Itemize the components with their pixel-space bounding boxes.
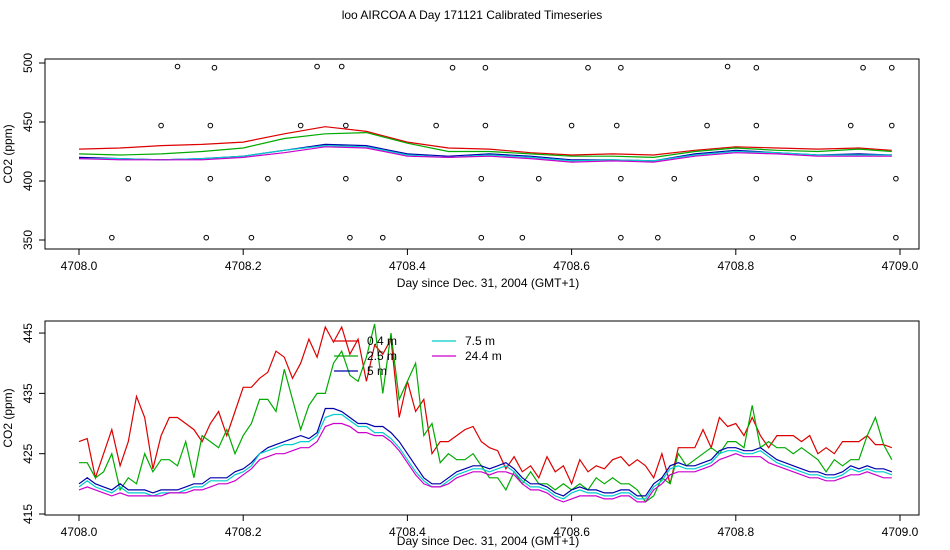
- bottom-series-lines: [78, 323, 893, 503]
- outlier-point: [618, 64, 624, 71]
- outlier-point: [433, 122, 439, 129]
- outlier-point: [207, 175, 214, 182]
- top-series-line-0-4-m: [78, 126, 892, 156]
- outlier-point: [888, 122, 895, 129]
- bottom-y-axis: 415 425 435 445: [21, 323, 45, 524]
- outlier-point: [613, 122, 620, 129]
- outlier-point: [618, 175, 624, 182]
- bottom-plot-frame: [44, 320, 920, 516]
- outlier-point: [790, 234, 797, 241]
- outlier-point: [618, 234, 624, 241]
- bottom-x-axis-title: Day since Dec. 31, 2004 (GMT+1): [397, 534, 579, 548]
- bottom-y-tick-label: 445: [21, 323, 35, 343]
- top-y-tick-label: 450: [21, 112, 35, 132]
- outlier-point: [704, 122, 710, 129]
- outlier-point: [347, 234, 353, 241]
- bottom-panel: 4708.0 4708.2 4708.4 4708.6 4708.8 4709.0 415…: [1, 320, 920, 548]
- bottom-series-line-24-4-m: [78, 422, 892, 503]
- outlier-point: [655, 234, 661, 241]
- top-series-line-24-4-m: [78, 146, 892, 163]
- outlier-point: [482, 122, 489, 129]
- outlier-point: [806, 175, 813, 182]
- bottom-x-tick-label: 4708.0: [61, 525, 98, 539]
- legend-label: 24.4 m: [465, 349, 502, 363]
- top-outlier-points: [109, 63, 899, 241]
- outlier-point: [343, 122, 349, 129]
- outlier-point: [379, 234, 386, 241]
- outlier-point: [211, 64, 218, 71]
- bottom-y-tick-label: 435: [21, 383, 35, 403]
- outlier-point: [265, 175, 271, 182]
- top-plot-frame: [44, 58, 920, 250]
- outlier-point: [749, 234, 756, 241]
- top-y-tick-label: 400: [21, 171, 35, 191]
- outlier-point: [519, 234, 526, 241]
- top-y-axis: 350 400 450 500: [21, 53, 45, 250]
- outlier-point: [343, 175, 349, 182]
- bottom-x-tick-label: 4709.0: [882, 525, 919, 539]
- outlier-point: [109, 234, 115, 241]
- outlier-point: [671, 175, 678, 182]
- outlier-point: [753, 122, 760, 129]
- outlier-point: [203, 234, 210, 241]
- outlier-point: [207, 122, 214, 129]
- top-panel: 4708.0 4708.2 4708.4 4708.6 4708.8 4709.0 350…: [1, 53, 920, 290]
- top-x-tick-label: 4708.4: [389, 259, 426, 273]
- outlier-point: [396, 175, 402, 182]
- bottom-y-axis-title: CO2 (ppm): [1, 388, 15, 447]
- outlier-point: [888, 64, 895, 71]
- top-series-line-2-5-m: [78, 131, 892, 159]
- outlier-point: [297, 122, 304, 129]
- outlier-point: [125, 175, 132, 182]
- outlier-point: [478, 175, 485, 182]
- top-x-tick-label: 4709.0: [882, 259, 919, 273]
- outlier-point: [535, 175, 542, 182]
- outlier-point: [338, 63, 345, 70]
- bottom-y-tick-label: 415: [21, 504, 35, 524]
- top-x-axis: 4708.0 4708.2 4708.4 4708.6 4708.8 4709.0: [61, 249, 919, 273]
- bottom-series-line-5-m: [78, 407, 893, 497]
- bottom-x-tick-label: 4708.4: [389, 525, 426, 539]
- outlier-point: [753, 175, 760, 182]
- top-y-tick-label: 500: [21, 53, 35, 73]
- outlier-point: [314, 63, 320, 70]
- legend-label: 5 m: [367, 364, 387, 378]
- top-x-tick-label: 4708.0: [61, 259, 98, 273]
- top-y-axis-title: CO2 (ppm): [1, 124, 15, 183]
- outlier-point: [248, 234, 255, 241]
- top-x-axis-title: Day since Dec. 31, 2004 (GMT+1): [397, 276, 579, 290]
- outlier-point: [893, 234, 899, 241]
- outlier-point: [724, 63, 731, 70]
- top-series-lines: [78, 126, 892, 163]
- outlier-point: [158, 122, 164, 129]
- outlier-point: [860, 64, 866, 71]
- top-x-tick-label: 4708.8: [717, 259, 754, 273]
- legend-label: 0.4 m: [367, 334, 397, 348]
- top-x-tick-label: 4708.2: [225, 259, 262, 273]
- bottom-x-axis: 4708.0 4708.2 4708.4 4708.6 4708.8 4709.0: [61, 515, 919, 539]
- bottom-y-tick-label: 425: [21, 443, 35, 463]
- bottom-x-tick-label: 4708.2: [225, 525, 262, 539]
- bottom-series-line-7-5-m: [78, 413, 893, 500]
- legend: 0.4 m2.5 m5 m 7.5 m24.4 m: [334, 334, 502, 378]
- top-series-line-7-5-m: [79, 144, 892, 162]
- outlier-point: [585, 64, 591, 71]
- outlier-point: [482, 64, 489, 71]
- figure-title: loo AIRCOA A Day 171121 Calibrated Times…: [342, 8, 603, 22]
- outlier-point: [174, 63, 181, 70]
- legend-label: 7.5 m: [465, 334, 495, 348]
- outlier-point: [449, 64, 456, 71]
- outlier-point: [568, 122, 575, 129]
- top-y-tick-label: 350: [21, 230, 35, 250]
- bottom-x-tick-label: 4708.6: [553, 525, 590, 539]
- top-x-tick-label: 4708.6: [553, 259, 590, 273]
- legend-label: 2.5 m: [367, 349, 397, 363]
- outlier-point: [847, 122, 854, 129]
- bottom-series-line-2-5-m: [79, 323, 893, 503]
- bottom-x-tick-label: 4708.8: [717, 525, 754, 539]
- outlier-point: [893, 175, 899, 182]
- outlier-point: [753, 64, 760, 71]
- outlier-point: [478, 234, 485, 241]
